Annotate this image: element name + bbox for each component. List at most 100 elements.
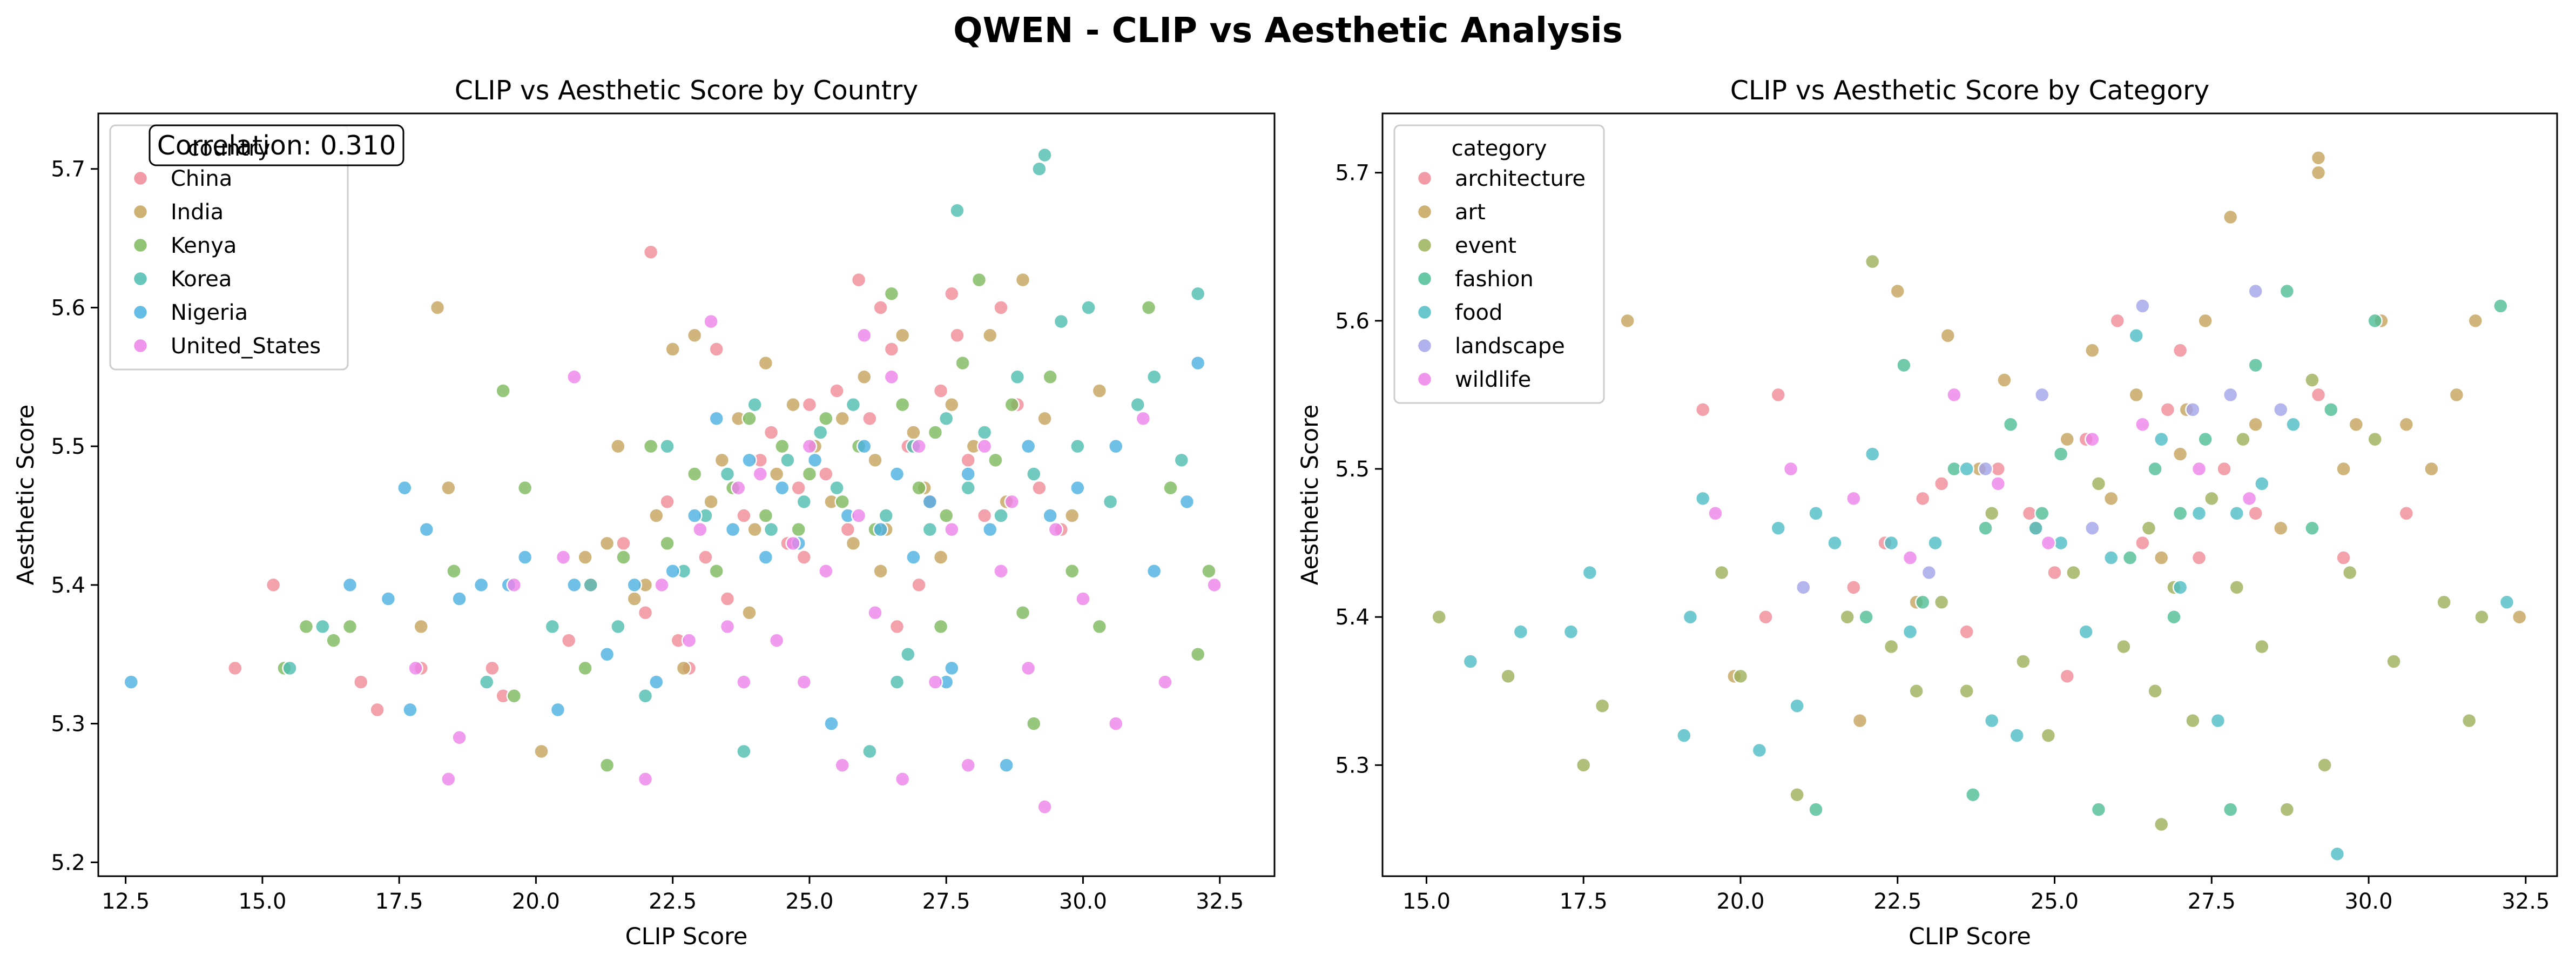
chart-panel-country: CLIP vs Aesthetic Score by Country 12.5 15… xyxy=(12,75,1276,950)
x-tick-label: 17.5 xyxy=(375,889,423,914)
data-point xyxy=(315,619,331,635)
data-point xyxy=(441,480,456,496)
data-point xyxy=(2053,446,2069,462)
legend-marker xyxy=(1417,271,1433,287)
data-point xyxy=(342,577,358,593)
data-point xyxy=(1075,591,1091,607)
data-point xyxy=(2241,490,2257,507)
data-point xyxy=(2040,728,2056,743)
data-point xyxy=(976,425,993,440)
data-point xyxy=(2461,713,2477,729)
data-point xyxy=(2191,461,2207,477)
data-point xyxy=(610,438,626,454)
data-point xyxy=(659,494,675,510)
data-point xyxy=(2398,506,2415,521)
data-point xyxy=(544,619,561,635)
data-point xyxy=(796,549,812,565)
data-point xyxy=(1940,328,1956,344)
legend-marker xyxy=(132,304,149,320)
data-point xyxy=(1146,563,1162,579)
data-point xyxy=(599,757,615,773)
data-point xyxy=(1695,402,1711,418)
x-tick-label: 22.5 xyxy=(1873,889,1921,914)
data-point xyxy=(637,604,653,621)
data-point xyxy=(812,425,828,440)
data-point xyxy=(2210,713,2226,729)
data-point xyxy=(2028,520,2044,536)
data-point xyxy=(567,369,582,385)
data-point xyxy=(944,397,960,413)
data-point xyxy=(369,702,385,718)
data-point xyxy=(1081,300,1096,315)
data-point xyxy=(818,563,834,579)
data-point xyxy=(944,660,960,676)
data-point xyxy=(2172,446,2188,462)
plot-frame xyxy=(1381,112,2558,877)
data-point xyxy=(123,674,139,690)
data-point xyxy=(397,480,413,496)
data-point xyxy=(1004,494,1020,510)
data-point xyxy=(1108,716,1124,731)
data-point xyxy=(495,383,511,399)
data-point xyxy=(2310,165,2327,180)
data-point xyxy=(2329,846,2345,862)
data-point xyxy=(818,411,834,427)
data-point xyxy=(2085,520,2100,536)
data-point xyxy=(709,411,724,427)
series-korea xyxy=(282,147,1206,760)
data-point xyxy=(2386,654,2402,669)
data-point xyxy=(1431,609,1447,625)
data-point xyxy=(550,702,566,718)
data-point xyxy=(1959,683,1974,699)
correlation-annotation: Correlation: 0.310 xyxy=(149,124,404,166)
data-point xyxy=(1163,480,1178,496)
data-point xyxy=(583,577,598,593)
data-point xyxy=(1946,387,1962,403)
plot-frame xyxy=(97,112,1276,877)
data-point xyxy=(719,591,736,607)
x-tick-label: 25.0 xyxy=(785,889,833,914)
data-point xyxy=(851,508,867,523)
data-point xyxy=(801,397,818,413)
data-point xyxy=(960,466,976,482)
data-point xyxy=(2185,713,2201,729)
data-point xyxy=(988,452,1003,468)
x-tick-label: 15.0 xyxy=(238,889,286,914)
data-point xyxy=(2034,387,2050,403)
data-point xyxy=(894,771,911,787)
data-point xyxy=(741,604,757,621)
data-point xyxy=(1582,564,1598,581)
data-point xyxy=(2424,461,2439,477)
data-point xyxy=(1190,355,1206,371)
data-point xyxy=(840,521,856,537)
data-point xyxy=(517,549,533,565)
data-point xyxy=(1179,494,1195,510)
data-point xyxy=(906,425,921,440)
data-point xyxy=(1959,461,1974,477)
data-point xyxy=(796,674,812,690)
data-point xyxy=(791,480,806,496)
data-point xyxy=(878,508,894,523)
data-point xyxy=(2279,283,2295,299)
y-tick-label: 5.4 xyxy=(51,573,85,598)
data-point xyxy=(1890,283,1905,299)
series-event xyxy=(1431,253,2490,832)
series-nigeria xyxy=(123,355,1206,773)
data-point xyxy=(2059,668,2075,684)
data-point xyxy=(2085,431,2100,447)
data-point xyxy=(1070,480,1085,496)
data-point xyxy=(1789,698,1805,714)
data-point xyxy=(326,633,341,648)
data-point xyxy=(610,619,626,635)
data-point xyxy=(1594,698,1610,714)
data-point xyxy=(1130,397,1145,413)
data-point xyxy=(1682,609,1698,625)
scatter-points xyxy=(123,147,1222,815)
data-point xyxy=(933,619,949,635)
data-point xyxy=(2166,609,2182,625)
data-point xyxy=(649,508,664,523)
data-point xyxy=(900,646,916,662)
data-point xyxy=(2204,490,2220,507)
data-point xyxy=(752,466,768,482)
